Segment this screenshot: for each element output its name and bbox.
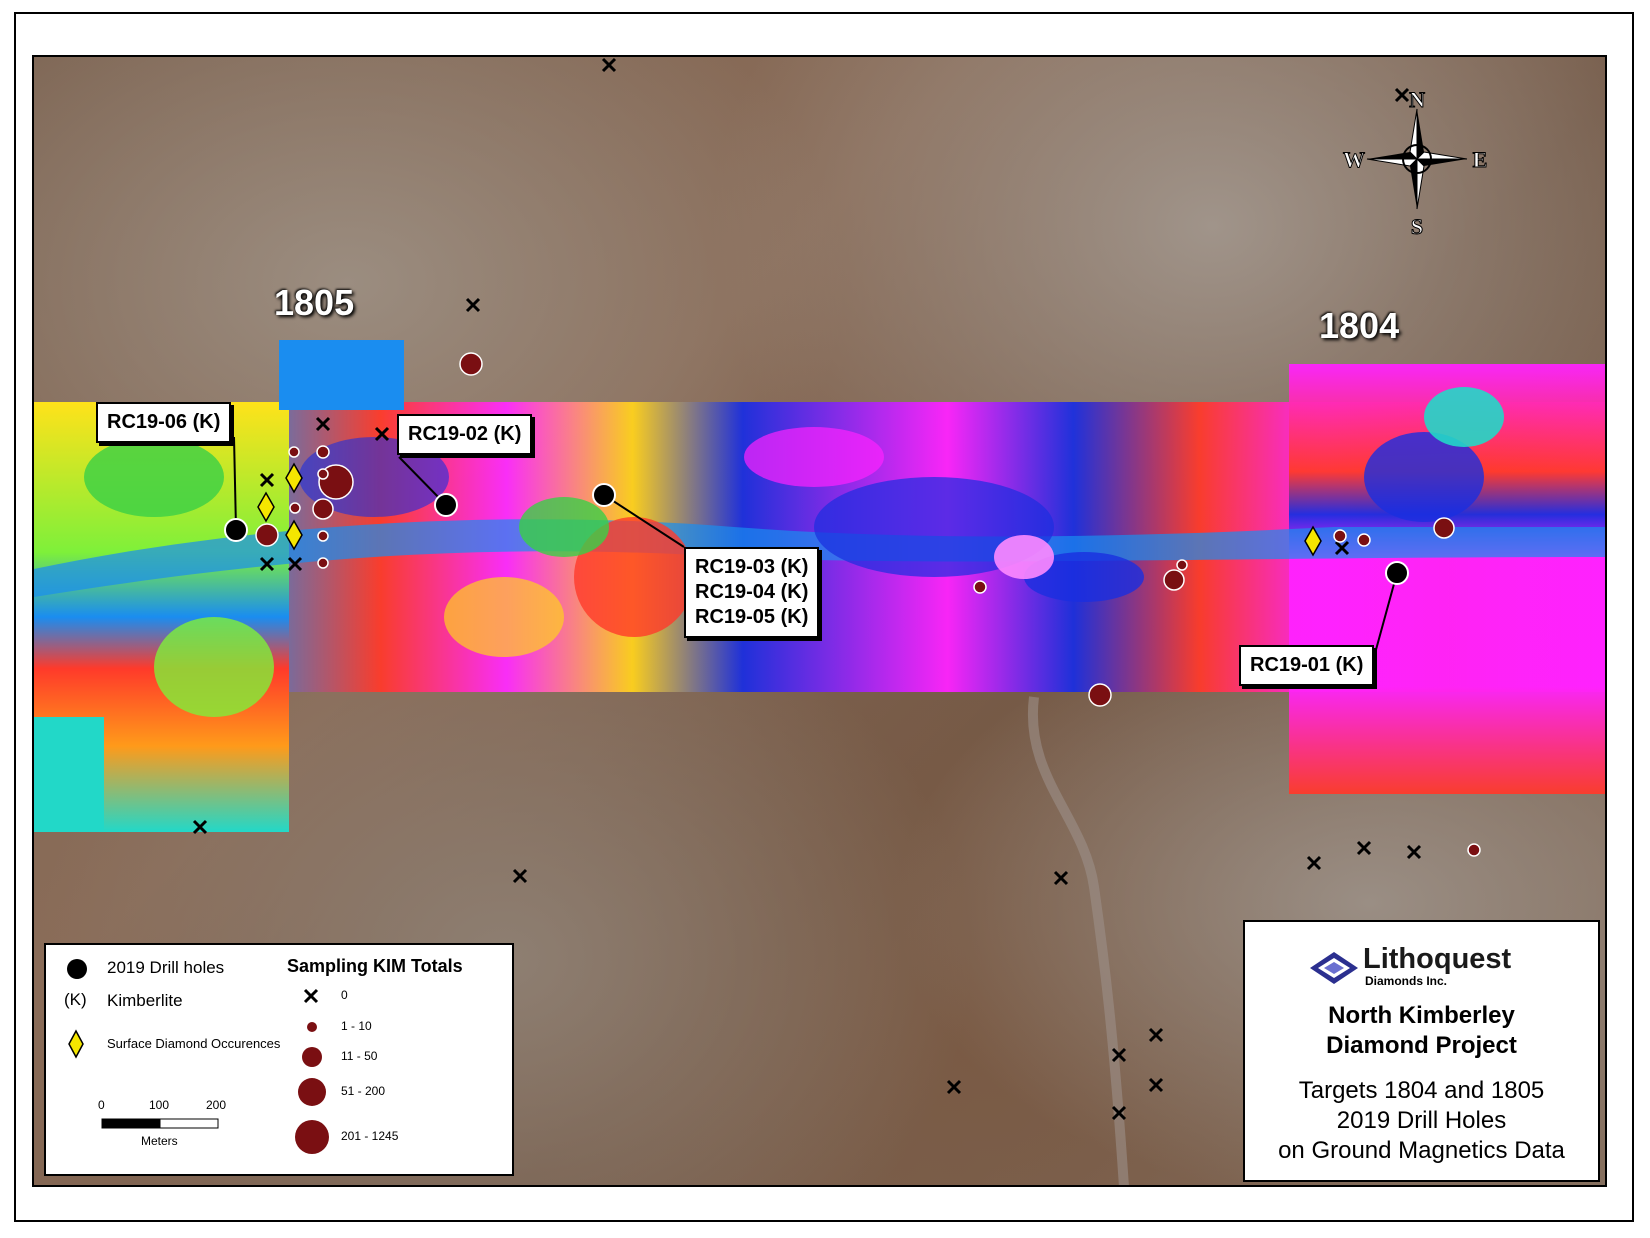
company-name: Lithoquest — [1363, 943, 1512, 975]
desc-line-1: Targets 1804 and 1805 — [1298, 1077, 1545, 1104]
drill-holes — [224, 483, 1409, 585]
legend-symbols — [67, 959, 329, 1154]
map-canvas: N S E W — [34, 57, 1605, 1185]
legend-kim-title: Sampling KIM Totals — [287, 956, 463, 976]
north-arrow-icon: N S E W — [1343, 87, 1488, 240]
target-label-1804: 1804 — [1319, 305, 1400, 346]
kim-zero-samples — [192, 57, 1422, 1121]
legend-kimberlite: Kimberlite — [107, 991, 183, 1010]
callout-rc19-06[interactable]: RC19-06 (K) — [96, 402, 232, 443]
callout-label: RC19-01 (K) — [1250, 654, 1364, 676]
south-label: S — [1411, 214, 1423, 239]
lithoquest-logo-icon — [1310, 952, 1358, 984]
callout-rc19-01[interactable]: RC19-01 (K) — [1239, 645, 1375, 686]
north-label: N — [1409, 87, 1425, 112]
legend-drill-holes: 2019 Drill holes — [107, 958, 225, 977]
callout-label: RC19-04 (K) — [695, 581, 809, 603]
outer-frame — [14, 12, 1634, 1222]
callout-label: RC19-06 (K) — [107, 411, 221, 433]
scale-tick-100: 100 — [149, 1098, 170, 1112]
kim-class-1-10: 1 - 10 — [341, 1019, 372, 1033]
callout-rc19-02[interactable]: RC19-02 (K) — [397, 414, 533, 455]
scale-tick-200: 200 — [206, 1098, 227, 1112]
callout-label: RC19-02 (K) — [408, 423, 522, 445]
west-label: W — [1343, 147, 1365, 172]
surface-diamonds — [257, 462, 1322, 557]
callout-rc19-03-05[interactable]: RC19-03 (K) RC19-04 (K) RC19-05 (K) — [684, 547, 820, 638]
legend-surface-diamond: Surface Diamond Occurences — [107, 1036, 281, 1051]
east-label: E — [1473, 147, 1488, 172]
callout-label: RC19-03 (K) — [695, 556, 809, 578]
kim-class-0: 0 — [341, 988, 348, 1002]
kim-class-51-200: 51 - 200 — [341, 1084, 386, 1098]
kim-class-11-50: 11 - 50 — [341, 1049, 378, 1063]
desc-line-3: on Ground Magnetics Data — [1278, 1137, 1565, 1164]
company-subtitle: Diamonds Inc. — [1365, 974, 1448, 988]
magnetics-grid — [34, 340, 1605, 832]
title-block: Lithoquest Diamonds Inc. North Kimberley… — [1243, 920, 1600, 1182]
kim-class-201-1245: 201 - 1245 — [341, 1129, 399, 1143]
scale-unit: Meters — [141, 1134, 178, 1148]
scale-tick-0: 0 — [98, 1098, 105, 1112]
kim-count-samples — [255, 352, 1481, 857]
project-line-1: North Kimberley — [1328, 1002, 1515, 1029]
map-legend: 2019 Drill holes (K) Kimberlite Surface … — [44, 943, 514, 1176]
project-line-2: Diamond Project — [1326, 1032, 1517, 1059]
target-label-1805: 1805 — [274, 282, 355, 323]
legend-kimberlite-symbol: (K) — [64, 990, 87, 1009]
callout-label: RC19-05 (K) — [695, 606, 809, 628]
desc-line-2: 2019 Drill Holes — [1336, 1107, 1507, 1134]
